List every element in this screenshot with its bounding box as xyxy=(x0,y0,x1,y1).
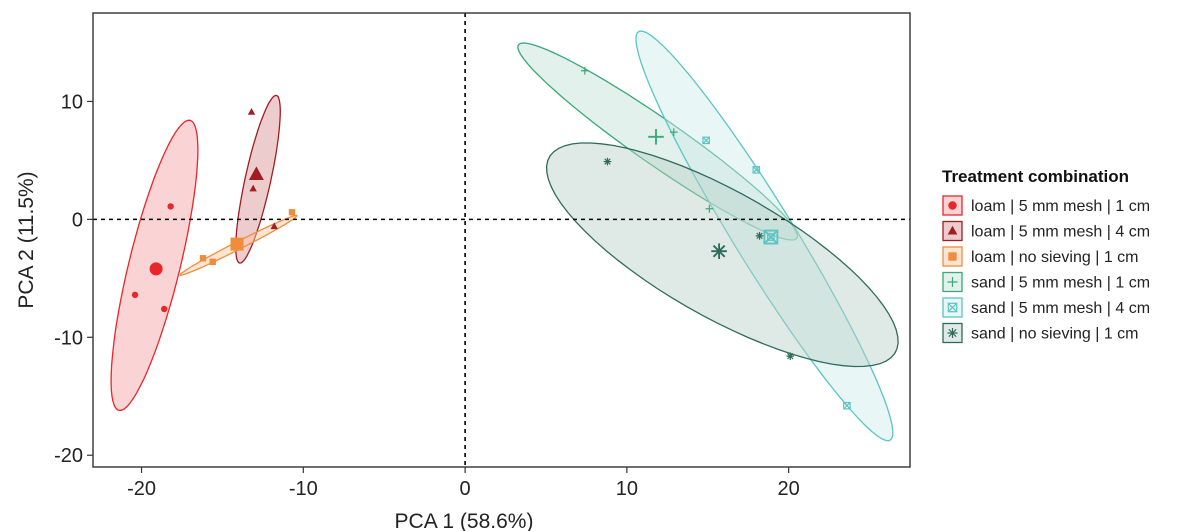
data-point-s1-1 xyxy=(249,184,257,192)
data-point-s4-3-cross xyxy=(843,402,851,410)
data-point-s0-1 xyxy=(131,291,139,299)
y-axis-title: PCA 2 (11.5%) xyxy=(15,171,38,308)
legend-title: Treatment combination xyxy=(942,167,1129,186)
legend-marker-1-shape xyxy=(947,225,958,235)
data-point-s3-2-shape xyxy=(705,204,714,213)
y-tick-label-2: 0 xyxy=(72,209,83,231)
legend-label-5: sand | no sieving | 1 cm xyxy=(971,326,1139,343)
legend-marker-3 xyxy=(947,276,958,288)
legend-marker-3-shape xyxy=(947,276,958,288)
data-point-s1-0 xyxy=(247,108,256,115)
data-point-s4-3 xyxy=(843,401,851,410)
data-point-s4-0-box xyxy=(702,136,710,145)
data-point-s2-0 xyxy=(199,255,207,262)
data-point-s4-1 xyxy=(752,166,761,174)
data-point-s2-2 xyxy=(288,209,296,216)
data-point-s3-0 xyxy=(580,66,589,75)
data-point-s4-2-box xyxy=(767,233,775,241)
data-point-s1-0-shape xyxy=(247,108,256,115)
legend-marker-0-shape xyxy=(948,201,957,210)
x-tick-label-3: 10 xyxy=(616,478,638,500)
centroid-point-s5-shape xyxy=(711,243,727,260)
data-point-s4-0-cross xyxy=(702,136,710,144)
data-point-s0-0 xyxy=(167,203,174,210)
plot-border xyxy=(92,12,911,468)
centroid-point-s2 xyxy=(230,237,244,251)
legend-marker-5-shape xyxy=(947,327,958,339)
x-tick-label-4: 20 xyxy=(778,478,800,500)
y-tick-label-1: -10 xyxy=(54,327,83,349)
x-tick-label-1: -10 xyxy=(289,478,318,500)
centroid-point-s3-shape xyxy=(648,129,664,145)
centroid-point-s1-shape xyxy=(248,166,264,181)
data-point-s3-2 xyxy=(705,204,714,213)
legend-marker-2 xyxy=(948,252,957,261)
data-point-s4-3-box xyxy=(843,401,851,410)
legend-marker-4 xyxy=(947,302,958,313)
data-point-s2-1-shape xyxy=(209,258,216,266)
data-point-s3-0-shape xyxy=(580,66,589,75)
legend-marker-4-box xyxy=(947,302,958,313)
centroid-point-s4-box xyxy=(763,229,779,245)
data-point-s3-1 xyxy=(669,128,678,136)
centroid-point-s2-shape xyxy=(230,237,244,251)
data-point-s4-1-box xyxy=(752,166,761,174)
data-point-s0-2 xyxy=(160,305,168,313)
data-point-s2-1 xyxy=(209,258,216,266)
legend-marker-5 xyxy=(947,327,958,339)
data-point-s5-2 xyxy=(786,352,795,360)
data-point-s4-0 xyxy=(702,136,710,145)
centroid-point-s5 xyxy=(711,243,727,260)
y-tick-label-3: 10 xyxy=(61,91,83,113)
centroid-point-s0 xyxy=(149,262,163,276)
data-point-s0-0-shape xyxy=(167,203,174,210)
legend-marker-0 xyxy=(948,201,957,210)
data-point-s5-1-shape xyxy=(755,232,764,240)
data-point-s1-2 xyxy=(270,222,278,230)
data-point-s1-2-shape xyxy=(270,222,278,230)
centroid-point-s3 xyxy=(648,129,664,145)
centroid-point-s1 xyxy=(248,166,264,181)
centroid-point-s4 xyxy=(763,229,779,245)
legend-marker-2-shape xyxy=(948,252,957,261)
plot-area xyxy=(93,13,910,467)
legend-label-4: sand | 5 mm mesh | 4 cm xyxy=(971,300,1150,317)
data-point-s2-2-shape xyxy=(288,209,296,216)
y-tick-label-0: -20 xyxy=(54,445,83,467)
legend-label-0: loam | 5 mm mesh | 1 cm xyxy=(971,198,1150,215)
data-point-s2-0-shape xyxy=(199,255,207,262)
data-point-s5-0 xyxy=(603,157,612,166)
axes: PCA 1 (58.6%) PCA 2 (11.5%) -20 -10 0 10 20 -… xyxy=(15,12,911,531)
legend-marker-1 xyxy=(947,225,958,235)
data-point-s1-1-shape xyxy=(249,184,257,192)
data-point-s4-1-cross xyxy=(752,166,760,174)
x-axis-title: PCA 1 (58.6%) xyxy=(395,510,534,531)
legend: Treatment combination loam | 5 mm mesh |… xyxy=(942,167,1150,344)
x-tick-label-2: 0 xyxy=(460,478,471,500)
legend-label-1: loam | 5 mm mesh | 4 cm xyxy=(971,224,1150,241)
data-point-s3-1-shape xyxy=(669,128,678,136)
centroid-point-s4-cross xyxy=(763,229,779,245)
data-point-s0-2-shape xyxy=(160,305,168,313)
data-point-s5-2-shape xyxy=(786,352,795,360)
legend-label-2: loam | no sieving | 1 cm xyxy=(971,249,1139,266)
data-point-s5-0-shape xyxy=(603,157,612,166)
x-tick-label-0: -20 xyxy=(127,478,156,500)
centroid-point-s0-shape xyxy=(149,262,163,276)
legend-marker-4-cross xyxy=(947,302,958,313)
legend-label-3: sand | 5 mm mesh | 1 cm xyxy=(971,275,1150,292)
data-point-s0-1-shape xyxy=(131,291,139,299)
data-point-s5-1 xyxy=(755,232,764,240)
